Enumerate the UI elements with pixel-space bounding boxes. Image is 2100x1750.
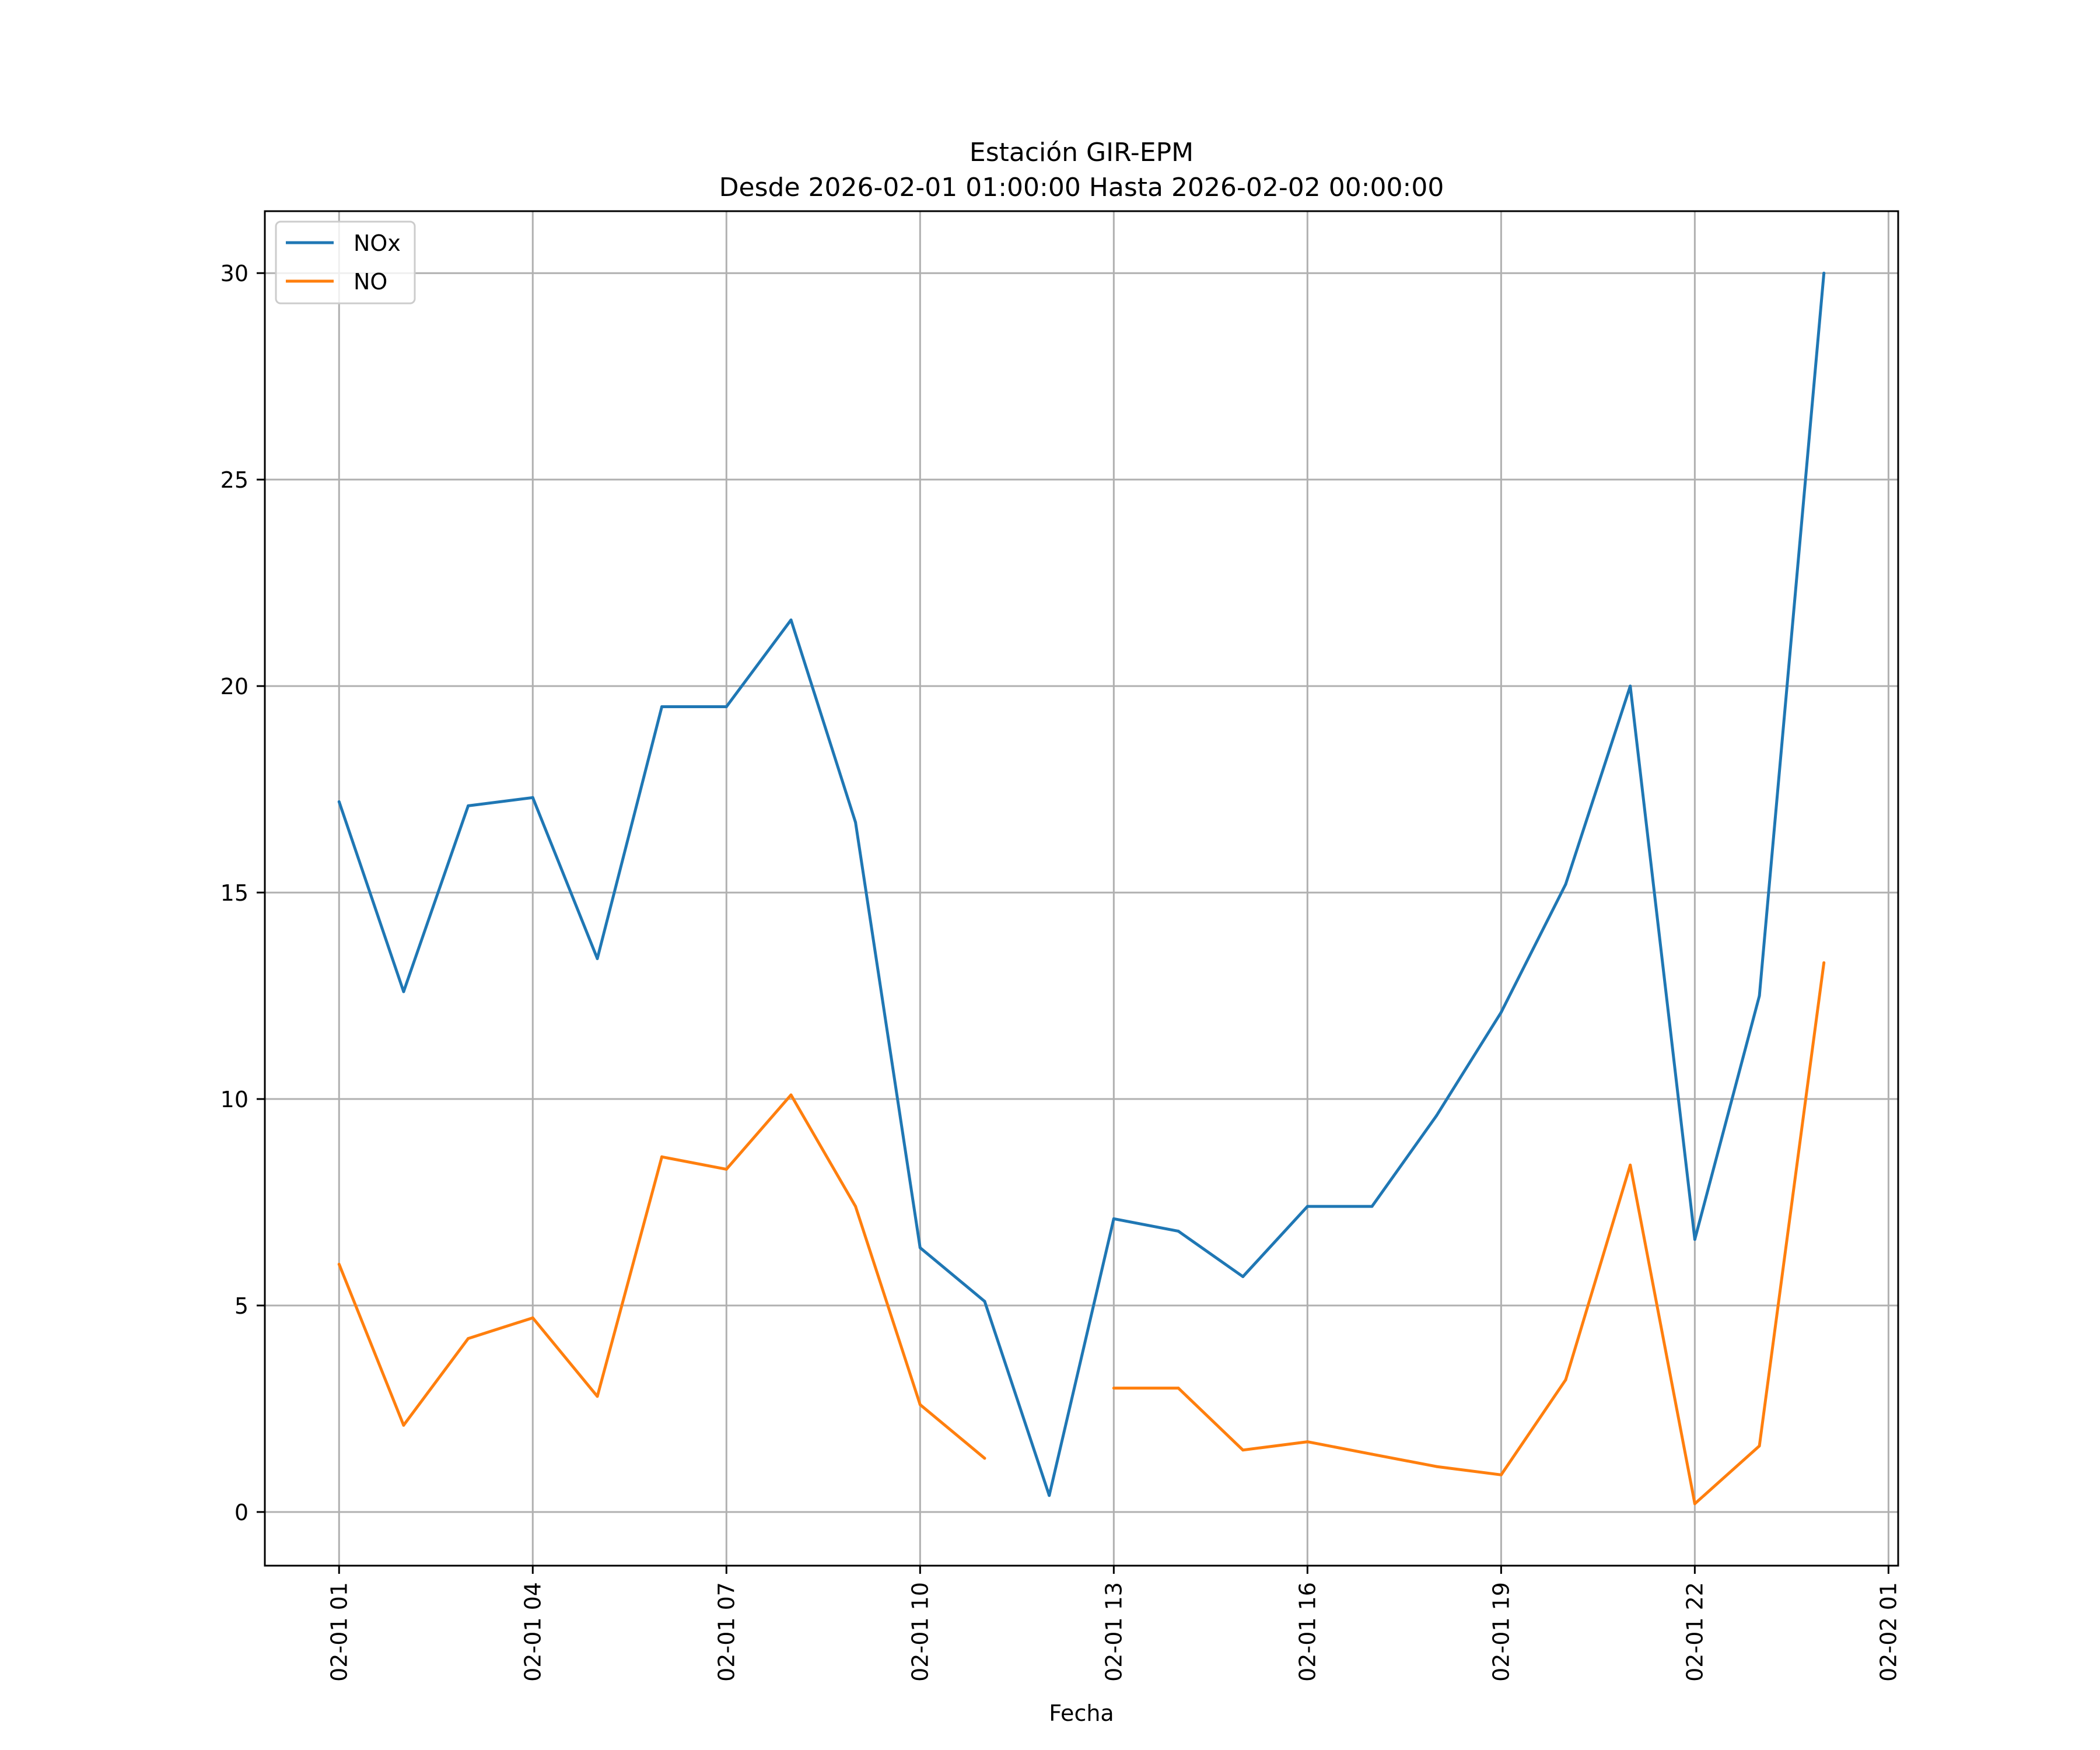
data-point-no — [1693, 1502, 1696, 1506]
data-point-no — [1370, 1452, 1374, 1456]
data-point-no — [1177, 1387, 1180, 1390]
x-tick-label: 02-01 04 — [520, 1582, 545, 1682]
data-point-nox — [1370, 1205, 1374, 1208]
data-point-no — [337, 1262, 341, 1266]
data-point-nox — [660, 705, 664, 709]
x-axis-label: Fecha — [1049, 1700, 1114, 1726]
data-point-no — [467, 1337, 470, 1340]
chart-title: Estación GIR-EPM — [970, 138, 1194, 167]
data-point-nox — [1435, 1114, 1438, 1117]
series-line-nox — [337, 272, 1826, 1497]
data-point-nox — [724, 705, 728, 709]
data-point-no — [1112, 1387, 1115, 1390]
data-point-no — [531, 1316, 534, 1320]
data-point-no — [983, 1457, 986, 1460]
data-point-no — [1499, 1473, 1503, 1476]
y-tick-label: 25 — [220, 467, 249, 493]
data-point-no — [402, 1423, 405, 1427]
x-tick-label: 02-01 07 — [713, 1582, 739, 1682]
legend-label-nox: NOx — [354, 230, 401, 256]
data-point-no — [1435, 1465, 1438, 1468]
data-point-nox — [1112, 1217, 1115, 1220]
data-point-nox — [1177, 1230, 1180, 1233]
data-point-no — [1241, 1448, 1245, 1452]
grid — [265, 211, 1898, 1566]
data-point-nox — [1499, 1010, 1503, 1014]
data-point-nox — [337, 800, 341, 803]
data-point-no — [918, 1403, 922, 1406]
x-tick-label: 02-01 13 — [1101, 1582, 1126, 1682]
data-point-no — [660, 1155, 664, 1158]
data-point-no — [1822, 961, 1826, 964]
data-point-nox — [1564, 883, 1567, 886]
data-point-no — [596, 1395, 599, 1398]
data-point-no — [1629, 1163, 1632, 1167]
y-tick-label: 0 — [235, 1500, 249, 1525]
series-layer — [337, 271, 1826, 1506]
chart-subtitle: Desde 2026-02-01 01:00:00 Hasta 2026-02-… — [719, 173, 1444, 202]
data-point-no — [724, 1167, 728, 1171]
y-tick-label: 5 — [235, 1293, 249, 1319]
data-point-nox — [789, 618, 793, 622]
legend: NOx NO — [275, 220, 416, 304]
data-point-no — [789, 1093, 793, 1097]
y-tick-label: 15 — [220, 880, 249, 906]
data-point-nox — [918, 1246, 922, 1250]
x-tick-label: 02-01 01 — [326, 1582, 352, 1682]
plot-frame — [264, 210, 1899, 1567]
data-point-no — [1758, 1444, 1761, 1448]
data-point-nox — [1048, 1494, 1051, 1497]
data-point-nox — [854, 821, 858, 824]
data-point-nox — [467, 804, 470, 807]
data-point-nox — [402, 990, 405, 993]
data-point-nox — [531, 796, 534, 799]
data-point-nox — [1758, 994, 1761, 998]
x-tick-label: 02-01 22 — [1682, 1582, 1707, 1682]
x-tick-label: 02-02 01 — [1875, 1582, 1901, 1682]
x-tick-label: 02-01 19 — [1488, 1582, 1514, 1682]
data-point-nox — [1306, 1205, 1309, 1208]
data-point-nox — [1693, 1238, 1696, 1241]
x-tick-label: 02-01 10 — [907, 1582, 933, 1682]
data-point-nox — [983, 1300, 986, 1303]
data-point-nox — [1241, 1275, 1245, 1278]
y-tick-label: 20 — [220, 674, 249, 699]
x-tick-label: 02-01 16 — [1294, 1582, 1320, 1682]
y-tick-label: 10 — [220, 1087, 249, 1112]
data-point-no — [1306, 1440, 1309, 1444]
data-point-nox — [596, 957, 599, 960]
data-point-no — [854, 1205, 858, 1208]
data-point-no — [1564, 1378, 1567, 1381]
legend-label-no: NO — [354, 269, 387, 295]
data-point-nox — [1822, 271, 1826, 275]
data-point-nox — [1629, 684, 1632, 688]
axis-ticks: 02-01 01 02-01 04 02-01 07 02-01 10 02-01 13… — [220, 261, 1902, 1682]
y-tick-label: 30 — [220, 261, 249, 286]
series-line-no — [1114, 963, 1826, 1506]
